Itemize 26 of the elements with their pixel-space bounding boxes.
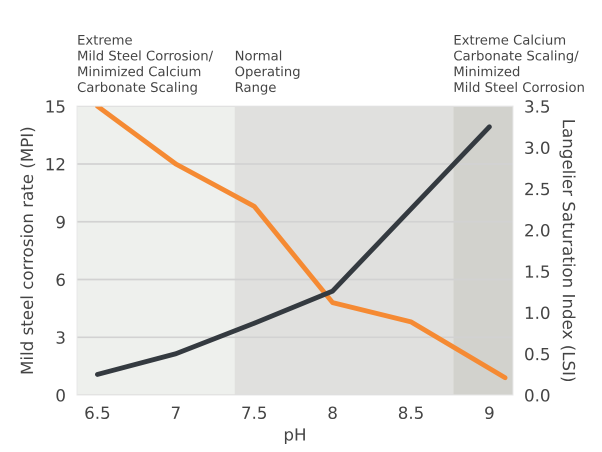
x-axis-title: pH [284,428,305,444]
x-tick-label: 7.5 [242,406,266,420]
y2-tick-label: 1.0 [526,306,550,320]
y2-tick-label: 2.0 [525,224,550,237]
y-tick-label: 6 [56,273,65,286]
x-tick-label: 6.5 [85,406,110,420]
y-tick-label: 12 [46,158,64,170]
y2-tick-label: 1.5 [526,265,550,278]
x-tick-label: 8 [328,406,337,420]
y2-axis-title: Langelier Saturation Index (LSI) [559,120,576,382]
x-tick-label: 8.5 [398,406,423,420]
y-tick-label: 3 [56,331,65,344]
x-tick-label: 7 [172,406,180,419]
y-tick-label: 15 [46,100,64,113]
y-tick-label: 9 [56,216,65,228]
y2-tick-label: 3.5 [525,100,550,113]
x-tick-label: 9 [485,406,494,420]
y2-tick-label: 0.5 [525,348,550,360]
band-label: Extreme Mild Steel Corrosion/ Minimized Calcium Carbonate Scaling [78,34,214,95]
band-label: Normal Operating Range [235,50,300,95]
y2-tick-label: 2.5 [525,182,550,196]
y-tick-label: 0 [56,389,65,402]
y2-tick-label: 3.0 [525,141,550,154]
y2-tick-label: 0.0 [525,389,550,402]
y-axis-title: Mild steel corrosion rate (MPI) [20,128,36,374]
band-label: Extreme Calcium Carbonate Scaling/ Minimized Mild Steel Corrosion [454,34,584,92]
